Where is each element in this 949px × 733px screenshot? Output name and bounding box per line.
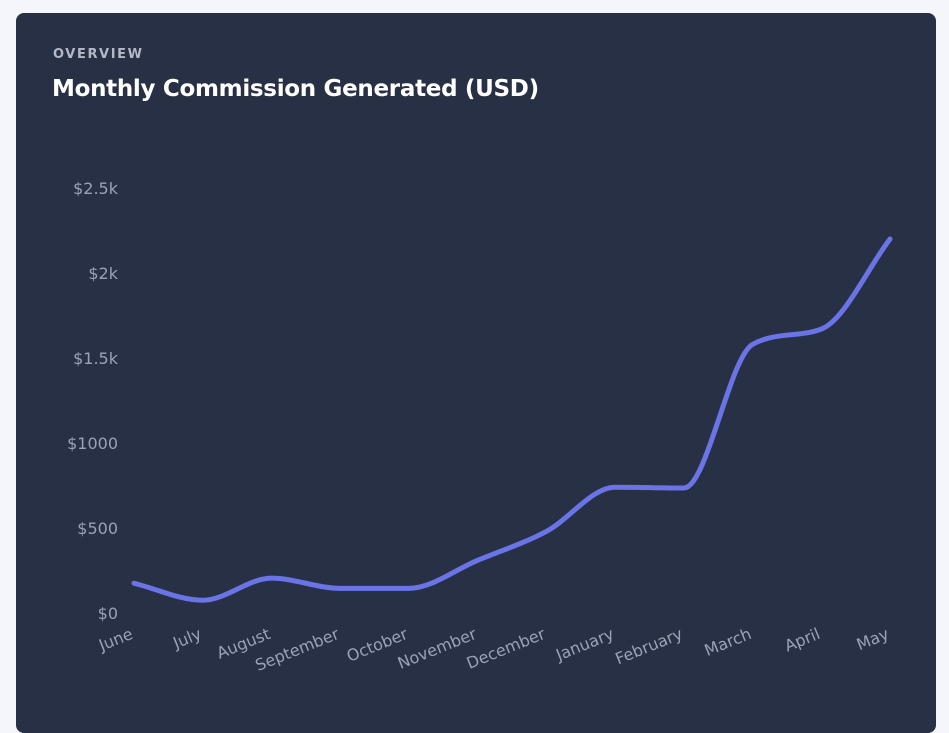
x-tick-label: December xyxy=(464,624,548,673)
y-axis: $0 $500 $1000 $1.5k $2k $2.5k xyxy=(67,179,119,623)
series-layer xyxy=(131,236,893,603)
series-line xyxy=(131,236,893,603)
y-tick-label: $1.5k xyxy=(73,349,119,368)
x-tick-label: April xyxy=(782,624,823,655)
y-tick-label: $0 xyxy=(98,604,118,623)
line-chart: $0$500$1000$1.5k$2k$2.5k June July AugustS… xyxy=(67,179,893,675)
card-eyebrow: OVERVIEW xyxy=(53,47,144,62)
x-tick-label: July xyxy=(169,624,204,653)
y-tick-label: $2k xyxy=(88,264,118,283)
y-tick-label: $500 xyxy=(77,519,118,538)
x-tick-label: June xyxy=(95,624,135,655)
x-tick-label: February xyxy=(612,624,685,668)
x-tick-label: November xyxy=(395,624,480,673)
y-tick-label: $2.5k xyxy=(73,179,119,198)
x-tick-label: March xyxy=(702,624,754,660)
x-tick-label: May xyxy=(854,624,892,654)
chart-title: Monthly Commission Generated (USD) xyxy=(52,76,539,102)
y-tick-label: $1000 xyxy=(67,434,118,453)
chart-card: OVERVIEW Monthly Commission Generated (U… xyxy=(16,13,936,733)
x-tick-label: January xyxy=(552,624,616,665)
